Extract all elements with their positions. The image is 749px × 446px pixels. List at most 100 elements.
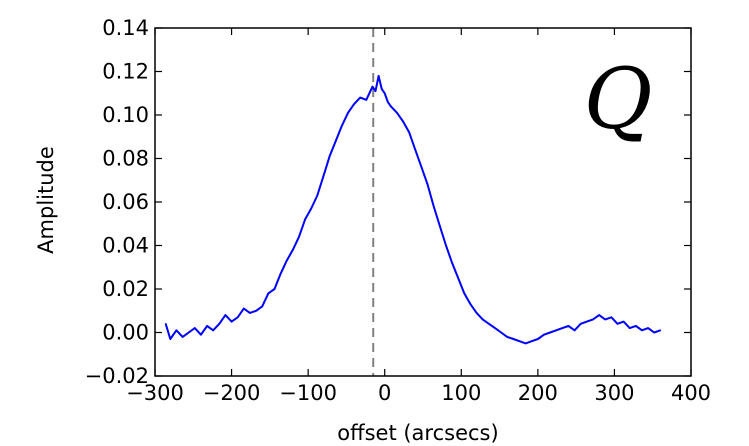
- y-tick-label: 0.12: [102, 60, 149, 84]
- data-point: [481, 318, 484, 321]
- data-point: [414, 149, 417, 151]
- data-point: [610, 316, 613, 319]
- data-point: [328, 155, 331, 158]
- data-point: [365, 98, 368, 101]
- data-point: [383, 92, 386, 95]
- data-point: [616, 323, 619, 325]
- data-point: [304, 218, 306, 221]
- data-point: [334, 140, 337, 142]
- data-point: [236, 316, 239, 319]
- data-point: [586, 320, 588, 323]
- data-point: [420, 166, 423, 168]
- data-point: [488, 323, 490, 325]
- data-point: [647, 327, 649, 329]
- data-point: [475, 312, 478, 314]
- data-point: [218, 323, 221, 325]
- data-point: [518, 340, 521, 343]
- data-point: [347, 112, 349, 114]
- data-point: [537, 338, 539, 340]
- data-point: [561, 327, 564, 329]
- data-point: [169, 338, 172, 340]
- data-point: [230, 320, 233, 323]
- x-tick-label: 0: [378, 381, 391, 405]
- data-point: [463, 292, 466, 295]
- data-point: [469, 303, 472, 306]
- y-axis-label: Amplitude: [34, 146, 58, 254]
- data-point: [267, 292, 270, 295]
- data-point: [524, 342, 527, 345]
- x-tick-label: −300: [126, 381, 184, 405]
- data-point: [579, 323, 582, 325]
- data-point: [224, 314, 227, 316]
- data-point: [659, 329, 662, 332]
- data-point: [604, 318, 607, 321]
- data-point: [555, 329, 558, 332]
- y-tick-label: 0.02: [102, 277, 149, 301]
- data-point: [322, 175, 325, 177]
- data-point: [380, 88, 383, 90]
- data-point: [386, 101, 389, 103]
- data-point: [285, 259, 288, 262]
- data-point: [187, 331, 190, 334]
- x-tick-label: 300: [594, 381, 634, 405]
- data-point: [255, 309, 257, 312]
- data-point: [374, 90, 377, 92]
- data-point: [310, 207, 313, 210]
- data-point: [573, 329, 576, 332]
- data-point: [567, 325, 570, 327]
- data-point: [181, 336, 184, 338]
- y-tick-label: −0.02: [85, 364, 149, 388]
- data-point: [261, 305, 264, 308]
- data-point: [432, 205, 435, 208]
- data-point: [622, 320, 625, 323]
- data-point: [212, 329, 214, 332]
- data-point: [445, 244, 447, 247]
- data-point: [598, 314, 600, 316]
- data-point: [396, 112, 398, 114]
- data-point: [628, 327, 631, 329]
- data-point: [298, 236, 300, 238]
- data-point: [426, 183, 429, 186]
- data-point: [390, 105, 392, 108]
- y-tick-label: 0.08: [102, 147, 149, 171]
- data-point: [494, 327, 496, 329]
- data-point: [194, 327, 196, 329]
- data-point: [279, 272, 282, 275]
- data-point: [402, 120, 404, 123]
- data-point: [243, 307, 245, 310]
- data-point: [439, 225, 441, 227]
- x-axis-label: offset (arcsecs): [337, 421, 498, 445]
- data-point: [200, 333, 202, 336]
- data-point: [206, 325, 208, 327]
- data-point: [175, 329, 178, 332]
- ticks: −300 −200 −100 0 100 200 300 400 −0.02 0.00 0.02 0.…: [85, 16, 711, 405]
- data-point: [641, 329, 643, 332]
- x-tick-label: 200: [518, 381, 558, 405]
- data-point: [549, 331, 551, 334]
- data-point: [592, 318, 594, 321]
- x-tick-label: −200: [203, 381, 261, 405]
- data-point: [543, 333, 545, 336]
- data-point: [506, 336, 509, 338]
- data-point: [377, 75, 380, 77]
- annotation-q: Q: [584, 50, 653, 148]
- data-point: [457, 277, 460, 279]
- y-tick-label: 0.06: [102, 190, 149, 214]
- data-point: [408, 131, 411, 134]
- data-point: [316, 194, 319, 197]
- x-tick-label: 400: [671, 381, 711, 405]
- y-tick-label: 0.10: [102, 103, 149, 127]
- data-point: [635, 325, 637, 327]
- data-point: [249, 312, 251, 314]
- y-tick-label: 0.14: [102, 16, 149, 40]
- data-point: [512, 338, 515, 340]
- data-point: [359, 96, 362, 99]
- x-tick-label: −100: [279, 381, 337, 405]
- data-point: [273, 288, 276, 290]
- data-point: [653, 331, 656, 334]
- data-point: [353, 103, 355, 105]
- data-point: [164, 323, 167, 325]
- y-tick-label: 0.00: [102, 321, 149, 345]
- x-tick-label: 100: [441, 381, 481, 405]
